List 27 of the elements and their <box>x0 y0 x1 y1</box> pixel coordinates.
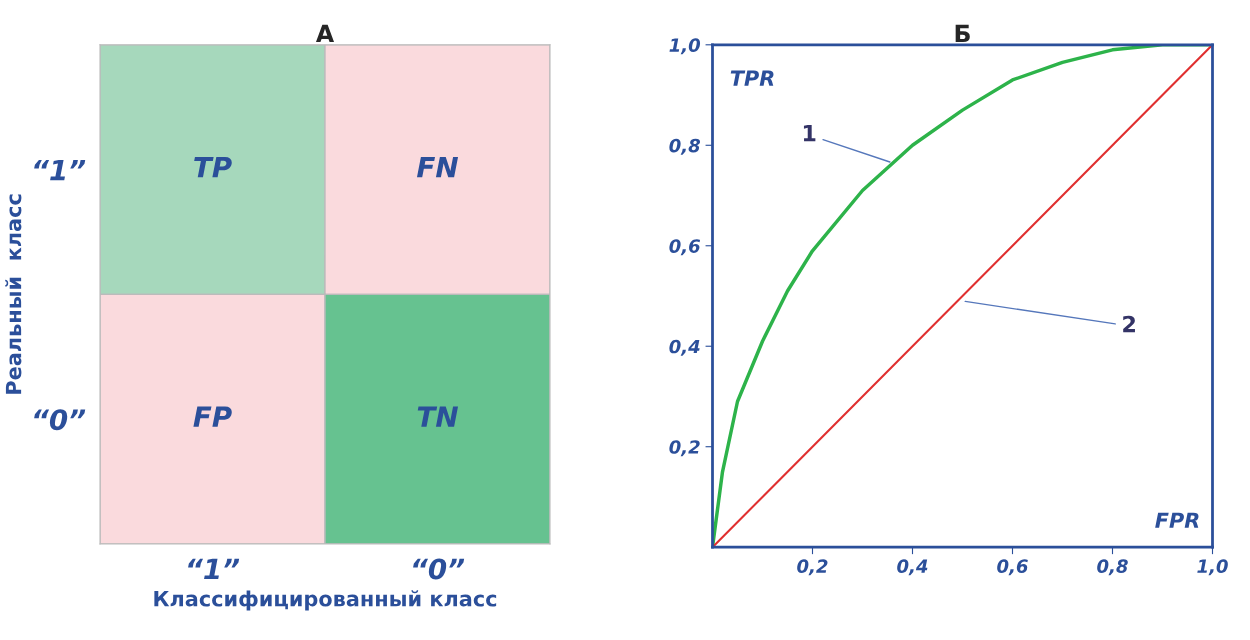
text: TP <box>194 157 232 178</box>
y-tick-label: 1,0 <box>669 38 701 55</box>
text: TN <box>417 406 459 427</box>
line-series <box>712 44 1213 548</box>
text: FP <box>193 406 232 427</box>
category-label: “0” <box>34 409 86 431</box>
x-tick-label: 0,4 <box>897 559 928 576</box>
x-axis-title: FPR <box>1155 512 1199 528</box>
x-tick-label: 0,6 <box>997 559 1028 576</box>
y-tick-label: 0,2 <box>669 440 700 457</box>
y-tick-label: 0,4 <box>669 339 700 356</box>
x-tick-label: 0,2 <box>797 559 828 576</box>
y-axis-title: TPR <box>730 70 774 86</box>
annotation: 1 <box>803 125 816 142</box>
y-tick-label: 0,8 <box>669 138 701 155</box>
y-tick-label: 0,6 <box>669 239 701 256</box>
category-label: “1” <box>34 159 86 181</box>
text: Классифицированный класс <box>154 590 497 611</box>
chart-title: Б <box>955 24 970 43</box>
text: А <box>315 24 335 43</box>
x-tick-label: 1,0 <box>1197 559 1228 576</box>
text: Реальный класс <box>5 194 22 394</box>
category-label: “1” <box>188 558 240 579</box>
text: FN <box>416 157 459 178</box>
x-tick-label: 0,8 <box>1097 559 1128 576</box>
annotation: 2 <box>1123 315 1135 333</box>
category-label: “0” <box>413 558 465 580</box>
